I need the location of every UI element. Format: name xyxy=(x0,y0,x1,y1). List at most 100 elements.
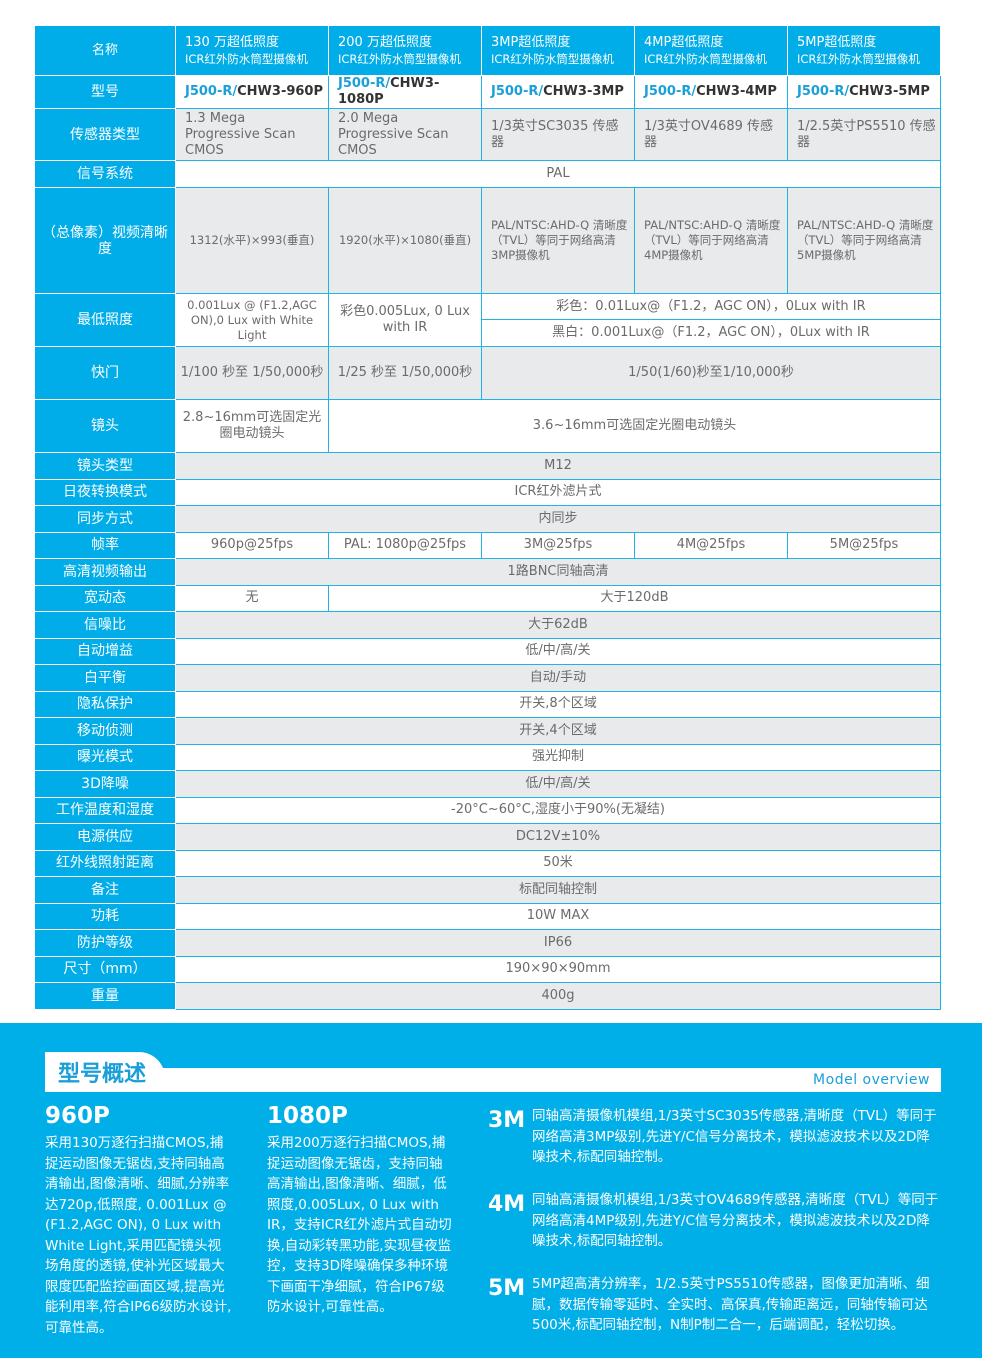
spec-value: 0.001Lux @ (F1.2,AGC ON),0 Lux with Whit… xyxy=(175,293,329,347)
model-prefix: J500-R/ xyxy=(185,84,238,99)
spec-row: 镜头类型 M12 xyxy=(34,452,941,480)
spec-value: 标配同轴控制 xyxy=(175,876,941,904)
product-name-line: 130 万超低照度 xyxy=(185,34,279,50)
spec-row: 宽动态无大于120dB xyxy=(34,584,941,612)
row-label: 同步方式 xyxy=(34,505,176,533)
product-name: 130 万超低照度 ICR红外防水筒型摄像机 xyxy=(175,25,329,76)
spec-row: 信号系统 PAL xyxy=(34,160,941,188)
model-suffix: CHW3-1080P xyxy=(338,76,440,108)
title-bar xyxy=(45,1068,941,1092)
spec-value: 3M@25fps xyxy=(481,531,635,559)
row-label: 帧率 xyxy=(34,531,176,559)
row-label: 工作温度和湿度 xyxy=(34,796,176,824)
product-name-line: 3MP超低照度 xyxy=(491,34,571,50)
product-name-line: ICR红外防水筒型摄像机 xyxy=(644,51,767,66)
row-label: 型号 xyxy=(34,75,176,109)
spec-value: 低/中/高/关 xyxy=(175,770,941,798)
row-label: 电源供应 xyxy=(34,823,176,851)
product-name-line: 5MP超低照度 xyxy=(797,34,877,50)
spec-value: 开关,4个区域 xyxy=(175,717,941,745)
spec-value: 彩色0.005Lux, 0 Lux with IR xyxy=(328,293,482,347)
spec-value: 1路BNC同轴高清 xyxy=(175,558,941,586)
spec-value: PAL/NTSC:AHD-Q 清晰度（TVL）等同于网络高清4MP摄像机 xyxy=(634,187,788,294)
product-name: 5MP超低照度 ICR红外防水筒型摄像机 xyxy=(787,25,941,76)
section-title: 型号概述 xyxy=(58,1062,147,1087)
product-name-line: ICR红外防水筒型摄像机 xyxy=(185,51,308,66)
spec-value: 强光抑制 xyxy=(175,743,941,771)
model-name: 3M xyxy=(488,1108,526,1133)
spec-table: 名称 130 万超低照度 ICR红外防水筒型摄像机 200 万超低照度 ICR红外防水筒… xyxy=(34,25,941,1010)
header-row: 名称 130 万超低照度 ICR红外防水筒型摄像机 200 万超低照度 ICR红外防水筒… xyxy=(34,25,941,76)
row-label: 重量 xyxy=(34,982,176,1010)
row-label: 名称 xyxy=(34,25,176,76)
model-suffix: CHW3-5MP xyxy=(849,84,930,99)
spec-value: 黑白：0.001Lux@（F1.2，AGC ON），0Lux with IR xyxy=(481,319,941,347)
spec-row: 信噪比 大于62dB xyxy=(34,611,941,639)
spec-row: 黑白：0.001Lux@（F1.2，AGC ON），0Lux with IR xyxy=(35,319,941,347)
product-name: 4MP超低照度 ICR红外防水筒型摄像机 xyxy=(634,25,788,76)
spec-row: 自动增益 低/中/高/关 xyxy=(34,637,941,665)
spec-value: 1/3英寸SC3035 传感器 xyxy=(481,108,635,161)
model-description: 同轴高清摄像机模组,1/3英寸OV4689传感器,清晰度（TVL）等同于网络高清… xyxy=(532,1192,939,1249)
spec-row: 尺寸（mm） 190×90×90mm xyxy=(34,955,941,983)
row-label: 自动增益 xyxy=(34,637,176,665)
product-name: 3MP超低照度 ICR红外防水筒型摄像机 xyxy=(481,25,635,76)
model-row: 型号 J500-R/CHW3-960P J500-R/CHW3-1080P J500-… xyxy=(34,75,941,109)
spec-value: 2.0 Mega Progressive Scan CMOS xyxy=(328,108,482,161)
spec-row: 红外线照射距离 50米 xyxy=(34,849,941,877)
product-name-line: ICR红外防水筒型摄像机 xyxy=(491,51,614,66)
model-number: J500-R/CHW3-5MP xyxy=(787,75,941,109)
spec-row: 移动侦测 开关,4个区域 xyxy=(34,717,941,745)
spec-row: 帧率 960p@25fps PAL: 1080p@25fps 3M@25fps 4M@2… xyxy=(34,531,941,559)
model-prefix: J500-R/ xyxy=(491,84,544,99)
product-name-line: ICR红外防水筒型摄像机 xyxy=(797,51,920,66)
spec-value: 大于62dB xyxy=(175,611,941,639)
model-number: J500-R/CHW3-3MP xyxy=(481,75,635,109)
row-label: 尺寸（mm） xyxy=(34,955,176,983)
spec-row: 最低照度 0.001Lux @ (F1.2,AGC ON),0 Lux with … xyxy=(34,293,941,347)
spec-value: 开关,8个区域 xyxy=(175,690,941,718)
row-label: 日夜转换模式 xyxy=(34,478,176,506)
model-number: J500-R/CHW3-960P xyxy=(175,75,329,109)
spec-value: 内同步 xyxy=(175,505,941,533)
spec-value: 400g xyxy=(175,982,941,1010)
model-description: 采用130万逐行扫描CMOS,捕捉运动图像无锯齿,支持同轴高清输出,图像清晰、细… xyxy=(45,1135,232,1336)
row-label: （总像素）视频清晰度 xyxy=(34,187,176,294)
spec-row: 高清视频输出 1路BNC同轴高清 xyxy=(34,558,941,586)
product-name-line: ICR红外防水筒型摄像机 xyxy=(338,51,461,66)
spec-row: 防护等级 IP66 xyxy=(34,929,941,957)
row-label: 功耗 xyxy=(34,902,176,930)
spec-value: 1/2.5英寸PS5510 传感器 xyxy=(787,108,941,161)
row-label: 信号系统 xyxy=(34,160,176,188)
spec-row: 传感器类型 1.3 Mega Progressive Scan CMOS 2.0 M… xyxy=(34,108,941,161)
model-prefix: J500-R/ xyxy=(644,84,697,99)
spec-value: 低/中/高/关 xyxy=(175,637,941,665)
row-label: 信噪比 xyxy=(34,611,176,639)
row-label: 镜头类型 xyxy=(34,452,176,480)
overview-3m: 3M 同轴高清摄像机模组,1/3英寸SC3035传感器,清晰度（TVL）等同于网… xyxy=(488,1106,943,1168)
model-overview-section: 型号概述 Model overview 960P 采用130万逐行扫描CMOS,… xyxy=(0,1023,982,1358)
spec-row: 日夜转换模式 ICR红外滤片式 xyxy=(34,478,941,506)
model-suffix: CHW3-4MP xyxy=(696,84,777,99)
overview-960p: 960P 采用130万逐行扫描CMOS,捕捉运动图像无锯齿,支持同轴高清输出,图… xyxy=(45,1103,233,1338)
model-name: 960P xyxy=(45,1103,110,1129)
model-name: 4M xyxy=(488,1192,526,1217)
product-name-line: 200 万超低照度 xyxy=(338,34,432,50)
overview-1080p: 1080P 采用200万逐行扫描CMOS,捕捉运动图像无锯齿，支持同轴高清输出,… xyxy=(267,1103,455,1318)
spec-value: 1/50(1/60)秒至1/10,000秒 xyxy=(481,346,941,400)
model-name: 5M xyxy=(488,1276,526,1301)
spec-row: 3D降噪 低/中/高/关 xyxy=(34,770,941,798)
model-number: J500-R/CHW3-1080P xyxy=(328,75,482,109)
spec-value: 1/100 秒至 1/50,000秒 xyxy=(175,346,329,400)
spec-value: 4M@25fps xyxy=(634,531,788,559)
spec-value: IP66 xyxy=(175,929,941,957)
model-description: 同轴高清摄像机模组,1/3英寸SC3035传感器,清晰度（TVL）等同于网络高清… xyxy=(532,1108,937,1165)
spec-value: 1/25 秒至 1/50,000秒 xyxy=(328,346,482,400)
model-prefix: J500-R/ xyxy=(797,84,850,99)
spec-value: 10W MAX xyxy=(175,902,941,930)
spec-row: 备注 标配同轴控制 xyxy=(34,876,941,904)
row-label: 宽动态 xyxy=(34,584,176,612)
spec-value: PAL xyxy=(175,160,941,188)
model-description: 采用200万逐行扫描CMOS,捕捉运动图像无锯齿，支持同轴高清输出,图像清晰、细… xyxy=(267,1135,452,1315)
spec-value: ICR红外滤片式 xyxy=(175,478,941,506)
